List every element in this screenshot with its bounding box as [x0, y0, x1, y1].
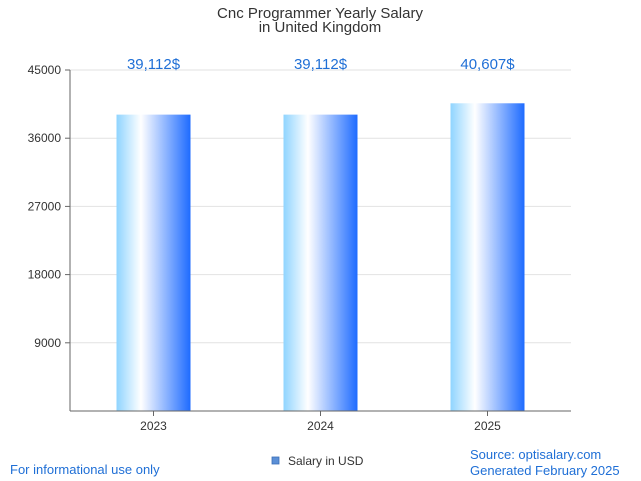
source-text: Source: optisalary.com — [470, 447, 602, 462]
data-label-2025: 40,607$ — [460, 56, 515, 73]
x-tick-label-2025: 2025 — [474, 419, 501, 433]
chart-title-line-2: in United Kingdom — [259, 19, 382, 36]
y-tick-label: 27000 — [28, 199, 62, 213]
y-tick-label: 18000 — [28, 268, 62, 282]
legend: Salary in USD — [271, 454, 364, 468]
generated-text: Generated February 2025 — [470, 463, 620, 478]
source-block: Source: optisalary.com Generated Februar… — [470, 447, 620, 479]
bar-2025 — [450, 103, 525, 411]
y-tick-label: 9000 — [34, 336, 61, 350]
y-tick-label: 45000 — [28, 63, 62, 77]
x-tick-label-2023: 2023 — [140, 419, 167, 433]
legend-swatch — [271, 456, 280, 465]
legend-label: Salary in USD — [288, 454, 364, 468]
disclaimer-text: For informational use only — [10, 462, 160, 477]
bar-2023 — [116, 114, 191, 412]
bars: 39,112$ 39,112$ 40,607$ — [116, 56, 525, 412]
y-tick-label: 36000 — [28, 131, 62, 145]
bar-2024 — [283, 114, 358, 412]
x-tick-label-2024: 2024 — [307, 419, 334, 433]
axes: 9000 18000 27000 36000 45000 2023 2024 2025 — [28, 63, 571, 433]
data-label-2023: 39,112$ — [127, 56, 181, 73]
chart-title-line-1: Cnc Programmer Yearly Salary — [217, 5, 423, 22]
data-label-2024: 39,112$ — [294, 56, 348, 73]
